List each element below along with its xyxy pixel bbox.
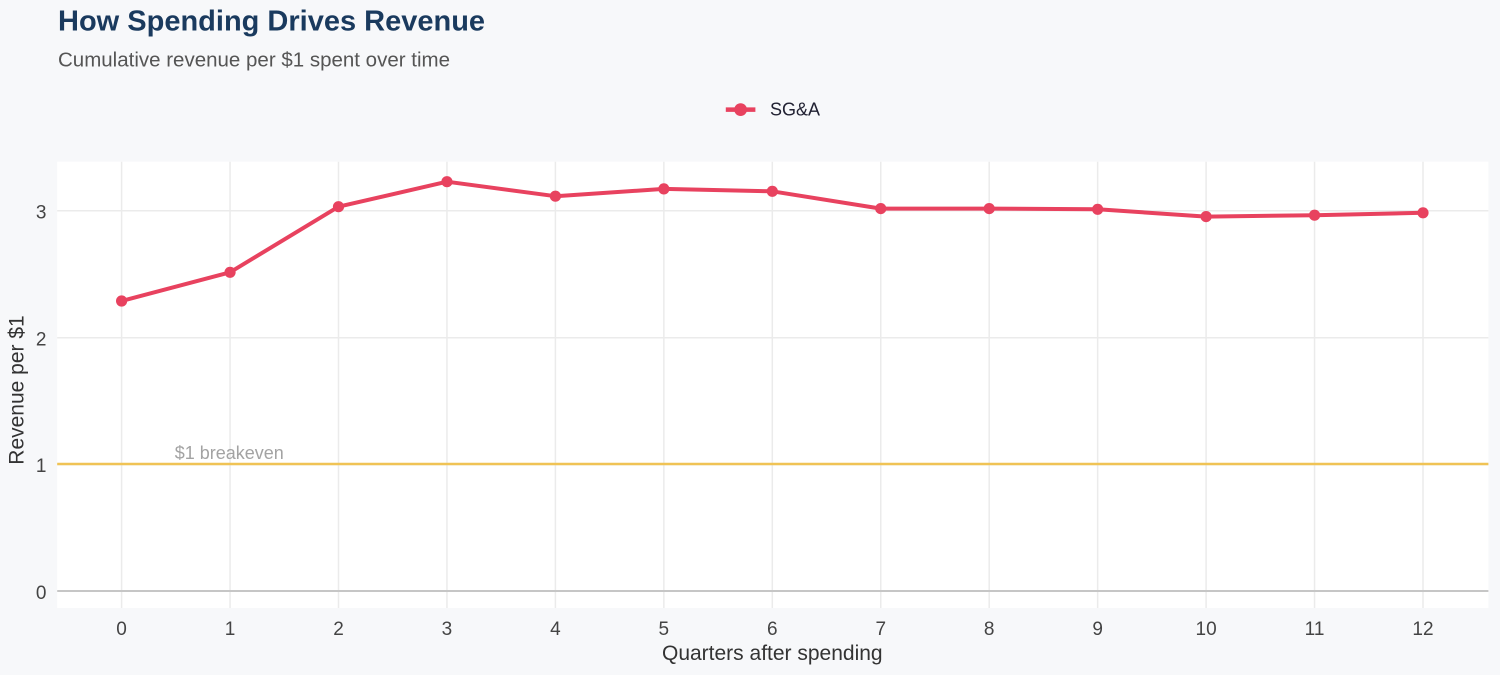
svg-text:5: 5 (659, 619, 670, 640)
svg-text:0: 0 (36, 583, 47, 604)
svg-text:Quarters after spending: Quarters after spending (662, 642, 883, 665)
svg-text:SG&A: SG&A (770, 100, 820, 120)
svg-text:4: 4 (550, 619, 561, 640)
svg-text:0: 0 (116, 619, 127, 640)
svg-text:9: 9 (1092, 619, 1103, 640)
svg-text:11: 11 (1305, 619, 1325, 640)
svg-text:1: 1 (225, 619, 236, 640)
svg-text:1: 1 (36, 456, 47, 477)
svg-text:7: 7 (875, 619, 886, 640)
svg-text:12: 12 (1412, 619, 1433, 640)
svg-text:8: 8 (984, 619, 995, 640)
svg-text:$1 breakeven: $1 breakeven (175, 443, 284, 463)
svg-text:2: 2 (333, 619, 344, 640)
svg-text:3: 3 (36, 202, 47, 223)
svg-text:10: 10 (1196, 619, 1217, 640)
svg-text:Revenue per $1: Revenue per $1 (6, 315, 29, 464)
svg-text:How Spending Drives Revenue: How Spending Drives Revenue (58, 6, 485, 38)
svg-text:6: 6 (767, 619, 778, 640)
svg-text:3: 3 (442, 619, 453, 640)
svg-text:2: 2 (36, 329, 47, 350)
svg-text:Cumulative revenue per $1 spen: Cumulative revenue per $1 spent over tim… (58, 49, 450, 72)
